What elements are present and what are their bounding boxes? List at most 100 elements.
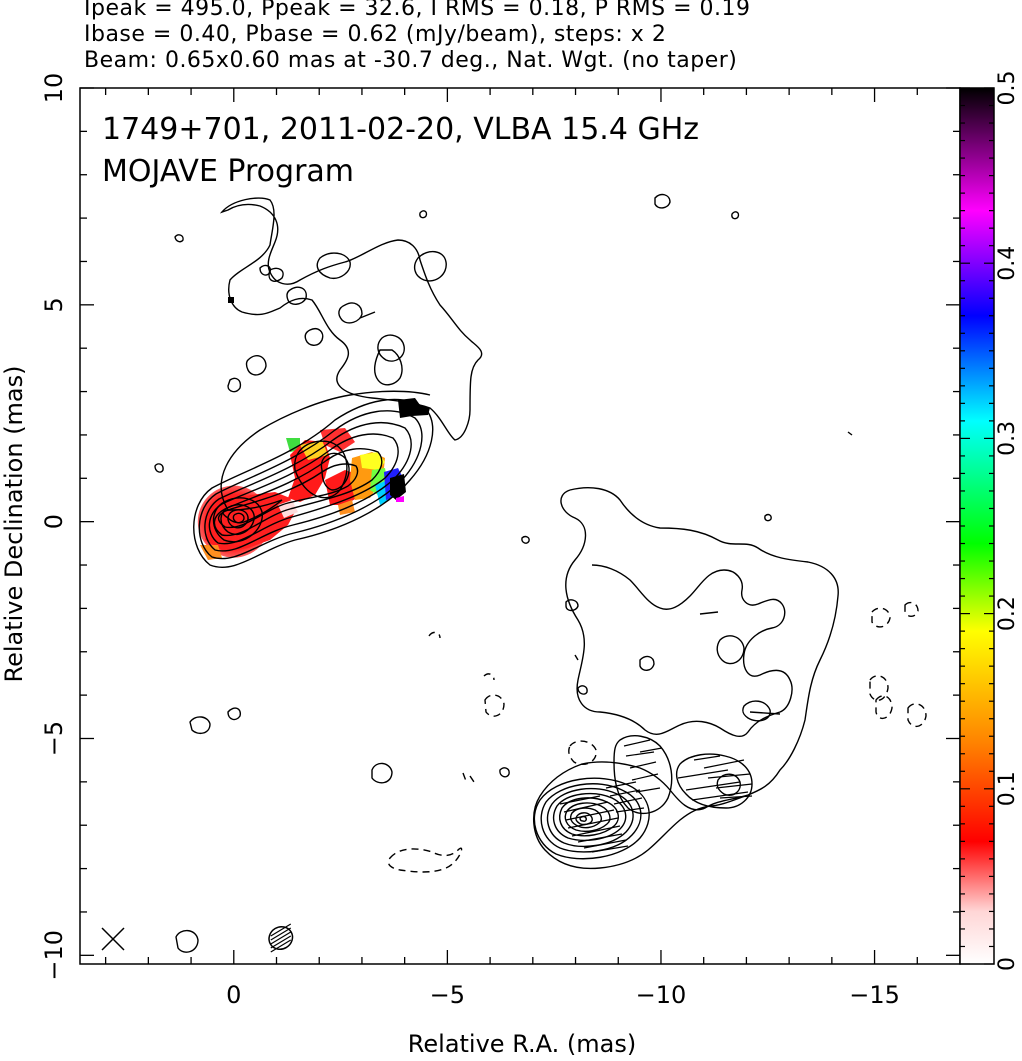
colorbar-label: 0.3 (995, 421, 1020, 456)
contour (219, 197, 483, 441)
negative-contour (462, 772, 467, 782)
evpa-vector (613, 797, 643, 805)
contour (499, 767, 510, 778)
contour (546, 787, 634, 848)
contour (268, 267, 284, 282)
evpa-vector (719, 795, 753, 799)
x-tick-label: −15 (849, 981, 900, 1009)
contour (559, 797, 619, 837)
contour (654, 193, 671, 209)
plot-title-line-1: 1749+701, 2011-02-20, VLBA 15.4 GHz (102, 112, 699, 147)
evpa-vector (635, 787, 661, 793)
contour (198, 410, 423, 560)
negative-contour (484, 694, 505, 717)
contour (208, 433, 399, 545)
x-tick-label: −5 (430, 981, 465, 1009)
negative-contour (904, 601, 919, 617)
x-axis-label: Relative R.A. (mas) (407, 1030, 637, 1058)
contour (675, 753, 753, 809)
y-tick-label: −10 (40, 930, 68, 981)
evpa-vector (591, 845, 629, 853)
negative-contour (907, 703, 927, 727)
evpa-vector (715, 783, 753, 789)
contour (304, 328, 324, 346)
header-line-2: Ibase = 0.40, Pbase = 0.62 (mJy/beam), s… (84, 22, 667, 47)
evpa-vector (685, 781, 741, 791)
contour (232, 512, 245, 524)
contour (227, 509, 249, 529)
evpa-vector (563, 801, 609, 813)
colorbar-labels: 0 0.1 0.2 0.3 0.4 0.5 (995, 71, 1020, 972)
evpa-vector (625, 751, 655, 757)
colorbar-label: 0.1 (995, 771, 1020, 806)
negative-contour (568, 740, 597, 766)
evpa-vector (693, 755, 721, 761)
contour (294, 440, 348, 499)
contour (154, 463, 164, 473)
colorbar-label: 0.4 (995, 246, 1020, 281)
contour (540, 783, 642, 853)
contour (371, 762, 393, 784)
negative-contour (871, 607, 891, 628)
evpa-vector (707, 773, 751, 779)
contour (533, 777, 650, 860)
evpa-vector (639, 747, 663, 753)
contour (565, 599, 579, 612)
contour (204, 421, 412, 552)
contour (286, 286, 307, 305)
contour (847, 431, 853, 436)
pol-yellow-knot (360, 452, 385, 470)
y-axis-label: Relative Declination (mas) (0, 365, 28, 683)
contour (245, 355, 267, 376)
negative-contour (428, 631, 441, 639)
tick-labels: 0 −5 −10 −15 10 5 0 −5 −10 (40, 73, 900, 1009)
y-tick-label: −5 (40, 721, 68, 756)
evpa-vector (605, 781, 637, 789)
y-tick-label: 0 (40, 514, 68, 529)
negative-contour (483, 673, 495, 681)
evpa-vector (583, 839, 627, 849)
beam-hatch (270, 939, 292, 953)
contour (742, 700, 771, 722)
pol-magenta-knot (396, 496, 404, 502)
evpa-vector (565, 809, 615, 821)
evpa-vector (623, 739, 651, 747)
evpa-vector (609, 789, 641, 797)
negative-contour (469, 775, 475, 783)
contour (220, 390, 431, 511)
contour (553, 792, 627, 841)
evpa-vector (577, 833, 623, 843)
y-tick-label: 5 (40, 297, 68, 312)
colorbar-label: 0.5 (995, 71, 1020, 106)
contour (564, 802, 611, 833)
evpa-vector (615, 807, 645, 813)
contour (699, 611, 719, 615)
contour (175, 929, 199, 953)
evpa-vector (629, 761, 657, 769)
pol-black-upper (398, 398, 430, 418)
axis-ticks (80, 87, 960, 964)
evpa-vector (567, 817, 619, 829)
header-line-3: Beam: 0.65x0.60 mas at -30.7 deg., Nat. … (84, 48, 738, 73)
contour (189, 716, 211, 735)
colorbar-label: 0.2 (995, 596, 1020, 631)
contour (569, 807, 603, 829)
evpa-vector (703, 759, 745, 769)
contour (227, 377, 242, 393)
beam-hatch (270, 935, 292, 949)
contours (154, 193, 927, 953)
beam-ellipse (268, 923, 294, 953)
contour (533, 487, 839, 870)
contour (220, 504, 255, 535)
contour (521, 535, 530, 544)
colorbar (959, 87, 995, 965)
contour (560, 489, 793, 738)
contour (193, 398, 434, 568)
contour (259, 264, 272, 276)
polarization-vectors (559, 739, 753, 853)
contour (764, 513, 772, 522)
negative-contour (387, 847, 463, 873)
plot-title-line-2: MOJAVE Program (102, 154, 355, 189)
colorbar-ticks (960, 87, 994, 965)
negative-contour (869, 675, 889, 701)
